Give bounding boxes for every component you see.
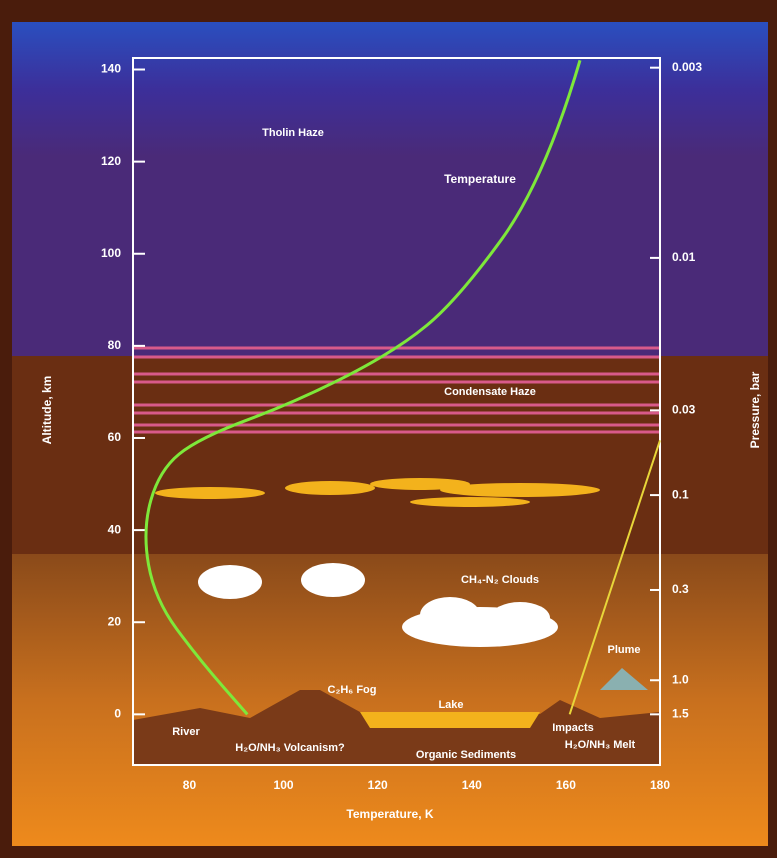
- y2-axis-title: Pressure, bar: [748, 371, 762, 448]
- annotation: Organic Sediments: [416, 749, 516, 761]
- annotation: Impacts: [552, 722, 594, 734]
- y2-tick-label: 0.1: [672, 487, 689, 501]
- y-tick-label: 120: [101, 154, 121, 168]
- x-tick-label: 80: [183, 778, 197, 792]
- y2-tick-label: 0.01: [672, 250, 696, 264]
- series-label: Temperature: [444, 172, 516, 186]
- y-axis-title: Altitude, km: [40, 376, 54, 445]
- annotation: Plume: [607, 644, 640, 656]
- y-tick-label: 100: [101, 246, 121, 260]
- y-tick-label: 80: [108, 338, 122, 352]
- y2-tick-label: 0.3: [672, 582, 689, 596]
- x-tick-label: 160: [556, 778, 576, 792]
- y2-tick-label: 1.0: [672, 672, 689, 686]
- annotation: River: [172, 726, 200, 738]
- y2-tick-label: 0.003: [672, 60, 702, 74]
- x-tick-label: 140: [462, 778, 482, 792]
- annotation: Tholin Haze: [262, 127, 324, 139]
- page: Temperature, K Altitude, km Pressure, ba…: [0, 0, 777, 858]
- lake: [360, 712, 540, 728]
- low-band: [12, 554, 768, 846]
- y-tick-label: 0: [114, 707, 121, 721]
- x-tick-label: 100: [274, 778, 294, 792]
- annotation: Lake: [438, 699, 463, 711]
- y-tick-label: 20: [108, 614, 122, 628]
- x-axis-title: Temperature, K: [346, 807, 433, 821]
- annotation: H₂O/NH₃ Melt: [565, 739, 636, 751]
- y2-tick-label: 1.5: [672, 707, 689, 721]
- y-tick-label: 140: [101, 62, 121, 76]
- annotation: CH₄-N₂ Clouds: [461, 574, 539, 586]
- annotation: Condensate Haze: [444, 386, 536, 398]
- annotation: H₂O/NH₃ Volcanism?: [235, 742, 345, 754]
- y-tick-label: 60: [108, 430, 122, 444]
- x-tick-label: 120: [368, 778, 388, 792]
- x-tick-label: 180: [650, 778, 670, 792]
- chart: Temperature, K Altitude, km Pressure, ba…: [0, 0, 777, 858]
- y2-tick-label: 0.03: [672, 403, 696, 417]
- annotation: C₂H₆ Fog: [328, 684, 377, 696]
- y-tick-label: 40: [108, 522, 122, 536]
- sky-band: [12, 22, 768, 358]
